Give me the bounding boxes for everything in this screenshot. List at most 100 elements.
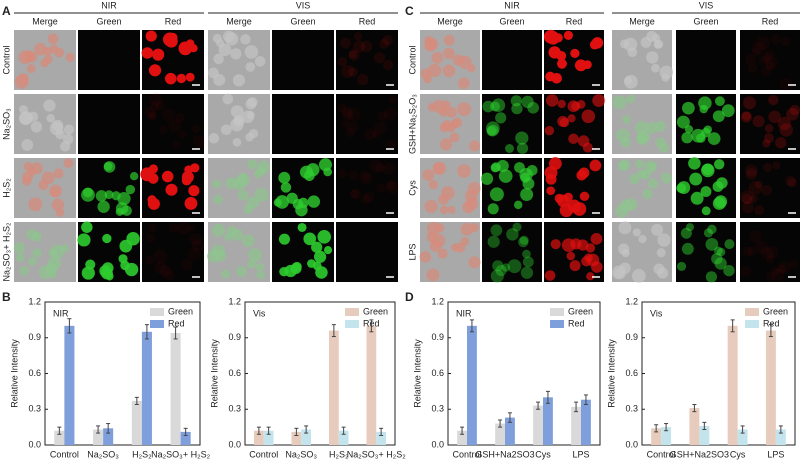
cell [53, 168, 64, 179]
cell [176, 73, 187, 84]
cell [14, 75, 29, 89]
cell [742, 246, 753, 258]
cell [60, 244, 69, 253]
micrograph [142, 94, 204, 154]
x-tick-label: Control [249, 449, 278, 459]
cell [422, 169, 435, 182]
cell [712, 110, 725, 123]
cell [278, 233, 290, 245]
cell [236, 266, 247, 277]
cell [95, 190, 108, 202]
cell [345, 127, 356, 138]
cell [144, 106, 156, 118]
cell [779, 123, 794, 137]
cell [115, 207, 124, 216]
error-bar [740, 425, 745, 434]
cell [457, 164, 471, 178]
cell [656, 248, 666, 258]
cell [638, 234, 647, 244]
x-tick-label: Na₂SO₃ [285, 449, 317, 459]
cell [30, 121, 43, 133]
bar [103, 428, 114, 445]
y-tick-label: 0.0 [431, 439, 444, 449]
y-tick-label: 1.2 [28, 296, 41, 306]
cell [13, 242, 26, 254]
cell [516, 142, 529, 154]
cell [360, 40, 373, 53]
cell [741, 111, 752, 121]
cell [775, 136, 787, 149]
cell [427, 63, 442, 78]
cell [724, 239, 735, 250]
cell [490, 224, 503, 237]
group-label: NIR [101, 0, 117, 10]
bar [54, 430, 65, 445]
cell [323, 167, 333, 177]
error-bar [545, 390, 550, 404]
cell [38, 179, 49, 191]
cell [661, 73, 670, 82]
group-label: NIR [504, 0, 520, 10]
cell [480, 172, 494, 185]
cell [751, 47, 761, 57]
cell [26, 229, 38, 240]
cell [457, 102, 472, 117]
cell [495, 265, 507, 277]
error-bar [266, 426, 271, 435]
cell [637, 169, 647, 179]
cell [303, 232, 317, 246]
cell [689, 172, 703, 186]
cell [280, 182, 292, 193]
y-tick-label: 0.9 [28, 332, 41, 342]
error-bar [341, 426, 346, 435]
cell [148, 111, 158, 120]
x-tick-label: Na₂SO₃+ H₂S₂ [347, 449, 406, 459]
error-bar [256, 426, 261, 435]
cell [28, 197, 43, 212]
cell [162, 108, 175, 122]
cell [788, 259, 799, 269]
cell [546, 186, 556, 196]
error-bar [664, 423, 669, 432]
cell [779, 77, 793, 91]
bar [291, 431, 302, 445]
cell [386, 180, 396, 190]
x-tick-label: H₂S₂ [329, 449, 349, 459]
cell [684, 125, 694, 134]
cell [438, 194, 449, 205]
cell [631, 268, 646, 283]
cell [213, 194, 223, 205]
cell [246, 110, 255, 120]
cell [85, 259, 96, 270]
legend-swatch [150, 320, 164, 328]
cell [758, 55, 769, 66]
cell [221, 269, 231, 279]
cell [632, 228, 641, 237]
panel-label: C [405, 4, 414, 18]
cell [544, 125, 555, 136]
cell [232, 137, 242, 147]
row-label: Control [1, 45, 11, 74]
cell [554, 193, 564, 204]
cell [256, 270, 266, 280]
cell [363, 191, 375, 203]
cell [442, 64, 456, 78]
cell [256, 166, 266, 176]
cell [766, 255, 775, 264]
cell [141, 47, 154, 59]
cell [55, 129, 65, 140]
cell [348, 170, 359, 181]
legend-label: Red [763, 318, 780, 328]
cell [385, 179, 400, 194]
cell [140, 167, 155, 182]
cell [778, 260, 791, 274]
cell [349, 189, 359, 199]
legend-swatch [745, 320, 759, 328]
cell [323, 246, 333, 255]
cell [640, 36, 652, 48]
cell [458, 55, 472, 69]
cell [337, 168, 348, 179]
cell [307, 195, 321, 208]
cell [526, 164, 538, 176]
legend-label: Red [568, 318, 585, 328]
